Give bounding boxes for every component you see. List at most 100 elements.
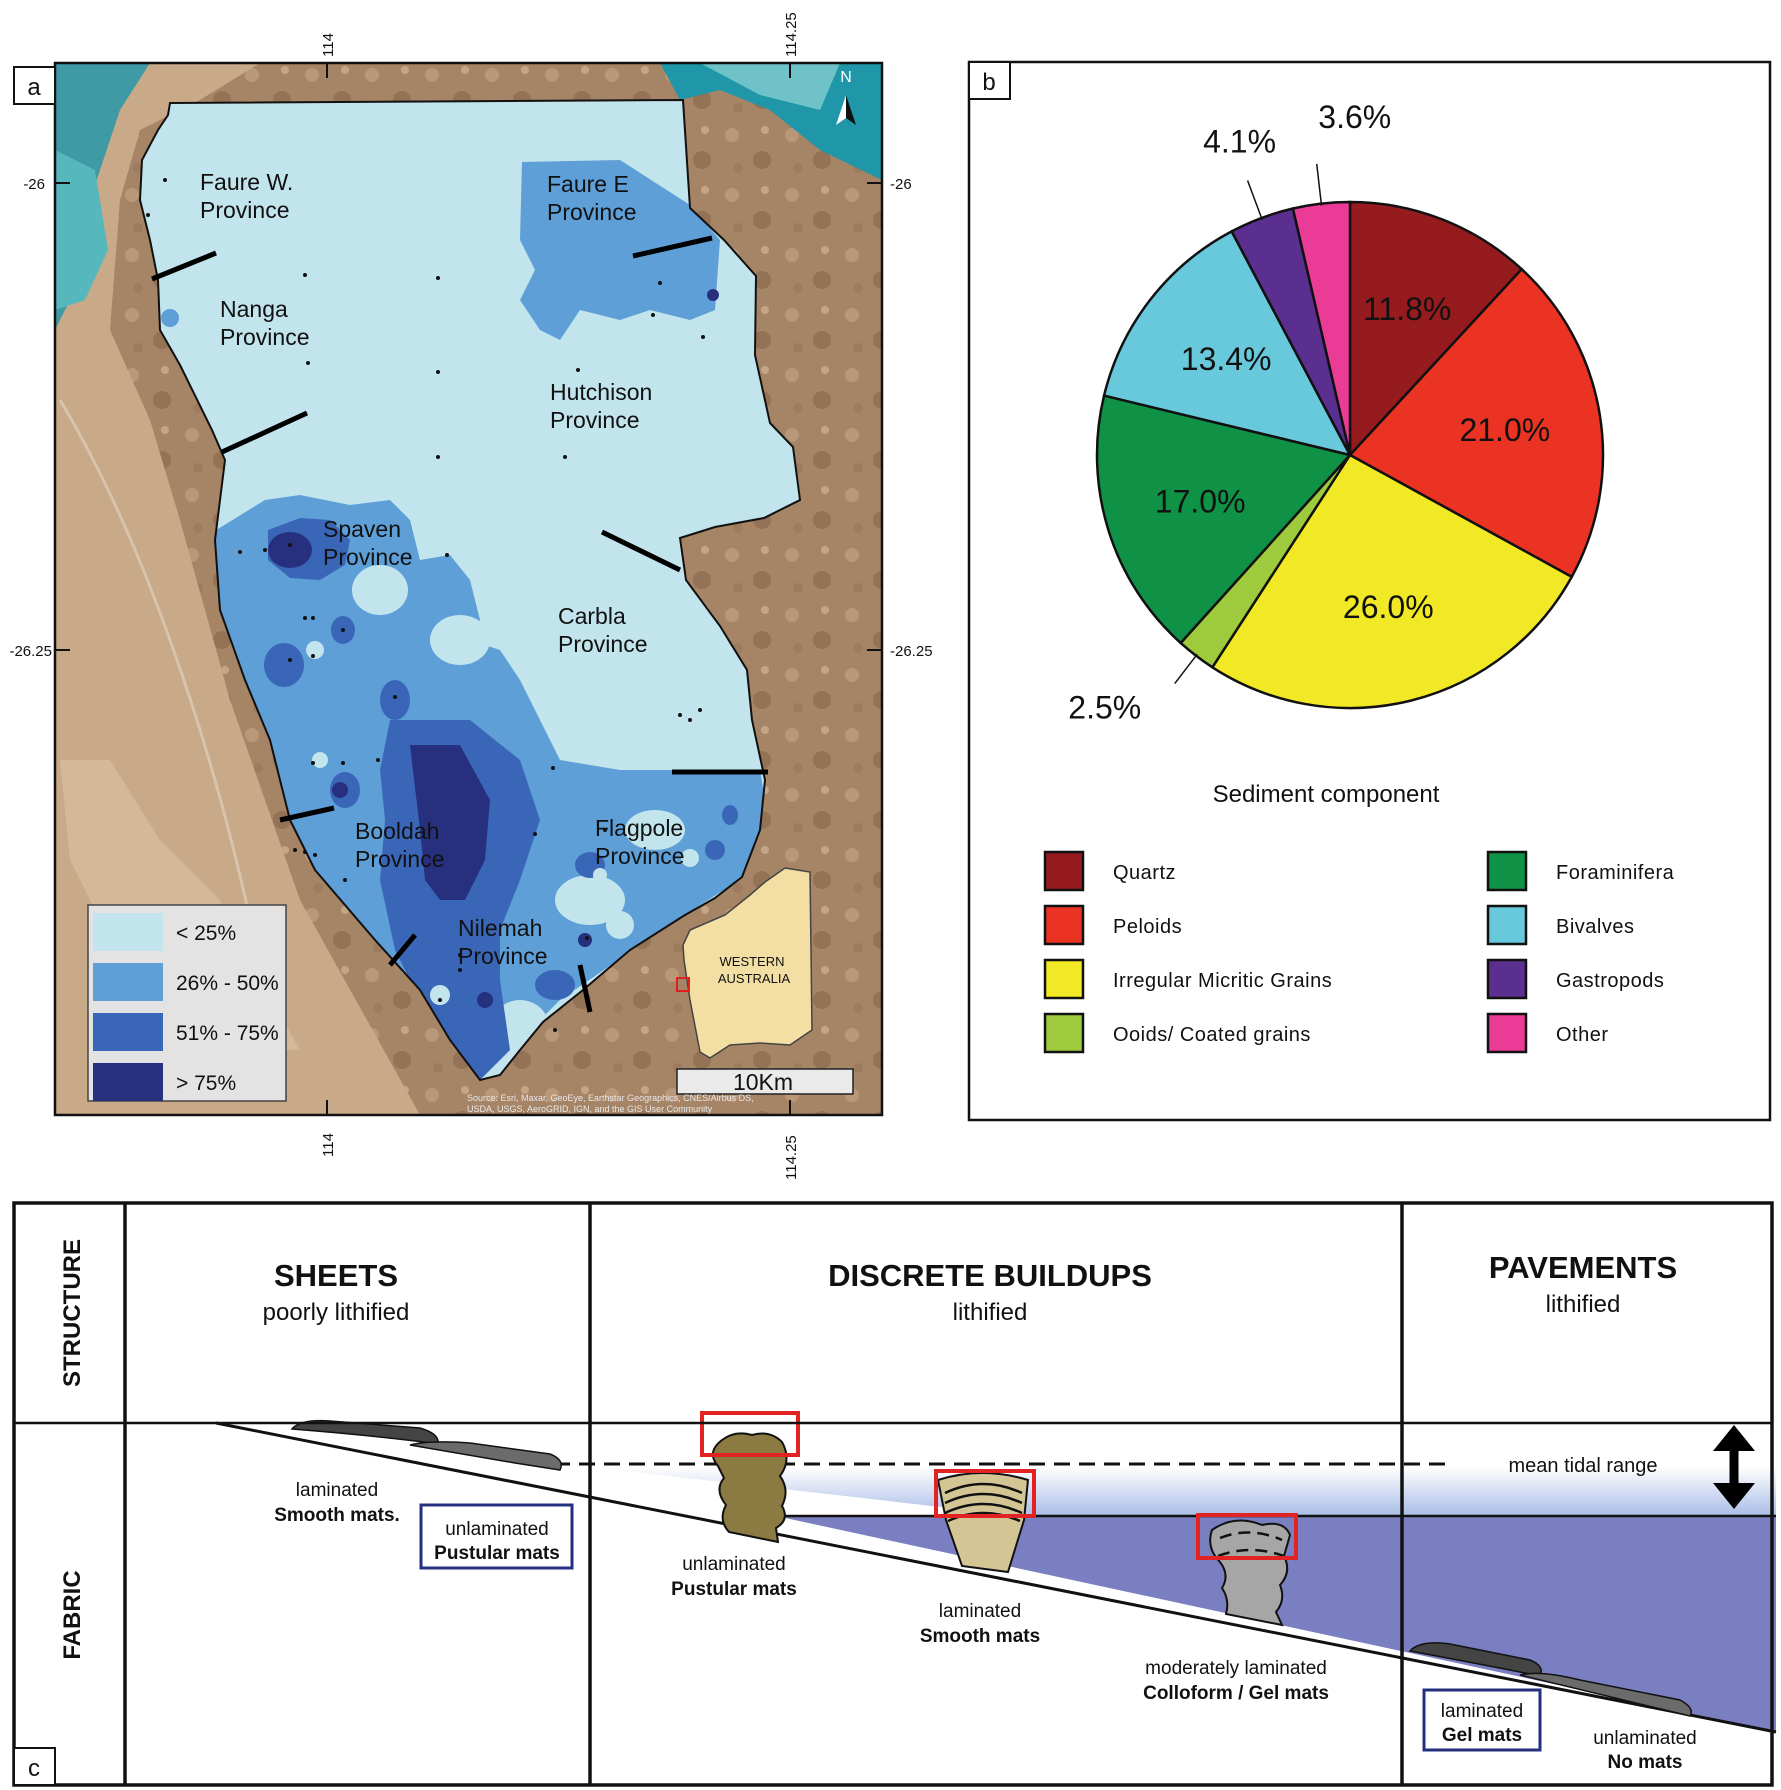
legend-swatch-irregular-micritic-grains — [1043, 958, 1085, 1000]
inset-map: WESTERN AUSTRALIA — [676, 867, 813, 1059]
svg-text:-26.25: -26.25 — [9, 643, 52, 660]
column-title-sheets: SHEETS — [274, 1258, 398, 1293]
legend-label-peloids: Peloids — [1113, 916, 1182, 938]
pustular-detail-box — [700, 1411, 800, 1457]
map-legend: < 25% 26% - 50% 51% - 75% > 75% — [87, 904, 287, 1102]
inset-label: WESTERN AUSTRALIA — [718, 954, 791, 986]
legend-swatch-peloids — [1043, 904, 1085, 946]
svg-text:-26.25: -26.25 — [890, 643, 933, 660]
pie-slice-peloids — [1347, 267, 1605, 579]
row-label-structure: STRUCTURE — [59, 1239, 86, 1387]
fabric-5-line1: moderately laminated — [1145, 1658, 1327, 1679]
province-boundaries — [151, 235, 768, 1013]
dashed-laminae-icon — [1217, 1531, 1285, 1558]
pie-value-label-ooids-coated-grains: 2.5% — [1068, 690, 1141, 726]
province-labels: Faure W. Province Faure E Province Nanga Pr… — [200, 169, 684, 969]
embayment-outline — [138, 98, 802, 1082]
legend-label-26-50: 26% - 50% — [176, 972, 279, 995]
pie-slice-bivalves — [1102, 229, 1353, 457]
panel-label-a: a — [27, 74, 41, 101]
panel-label-b-box — [968, 61, 1011, 100]
province-label-flagpole: Flagpole Province — [595, 815, 684, 869]
map-credit-line-1: Source: Esri, Maxar, GeoEye, Earthstar G… — [467, 1093, 754, 1103]
column-sub-pavements: lithified — [1546, 1291, 1621, 1318]
legend-label-bivalves: Bivalves — [1556, 916, 1634, 938]
map-panel: Faure W. Province Faure E Province Nanga Pr… — [9, 12, 932, 1180]
province-label-faure-w: Faure W. Province — [200, 169, 293, 223]
inset-location-marker — [676, 977, 690, 992]
pie-value-label-foraminifera: 17.0% — [1155, 483, 1246, 519]
gel-mat-pavement-2 — [1519, 1672, 1692, 1717]
panel-label-b: b — [982, 69, 995, 96]
fabric-6-line2: Gel mats — [1442, 1725, 1522, 1746]
colloform-detail-box — [1196, 1513, 1298, 1560]
column-title-discrete-buildups: DISCRETE BUILDUPS — [828, 1258, 1152, 1293]
fabric-3-line1: unlaminated — [682, 1554, 786, 1575]
legend-swatch-gt75 — [93, 1063, 163, 1101]
svg-text:N: N — [840, 69, 852, 86]
legend-swatch-51-75 — [93, 1013, 163, 1051]
province-label-nanga: Nanga Province — [220, 296, 309, 350]
map-frame — [53, 61, 884, 1117]
tidal-range-arrow-icon — [1713, 1425, 1755, 1509]
gel-mat-pavement-1 — [1408, 1642, 1542, 1677]
north-arrow-icon: N — [836, 69, 856, 125]
smooth-mat-sheet-1 — [290, 1419, 439, 1445]
fabric-7-line2: No mats — [1608, 1752, 1683, 1773]
fabric-4-line2: Smooth mats — [920, 1626, 1040, 1647]
legend-swatch-foraminifera — [1486, 850, 1528, 892]
province-label-spaven: Spaven Province — [323, 516, 412, 570]
province-label-hutchison: Hutchison Province — [550, 379, 652, 433]
legend-swatch-other — [1486, 1012, 1528, 1054]
legend-swatch-bivalves — [1486, 904, 1528, 946]
pie-legend: Quartz Peloids Irregular Micritic Grains Oo… — [1043, 850, 1675, 1054]
map-tick-labels: 114 114.25 114 114.25 -26 -26 -26.25 -26… — [9, 12, 932, 1180]
province-label-nilemah: Nilemah Province — [458, 915, 547, 969]
laminae-icon — [944, 1482, 1023, 1523]
fabric-1-line2: Smooth mats. — [274, 1505, 400, 1526]
pie-slice-quartz — [1348, 200, 1524, 459]
pie-labels: 11.8% 21.0% 26.0% 2.5% 17.0% 13.4% 4.1% 3.6% — [1068, 99, 1550, 726]
sample-points — [146, 178, 705, 1032]
pie-value-label-gastropods: 4.1% — [1203, 123, 1276, 159]
legend-label-other: Other — [1556, 1024, 1609, 1046]
legend-label-51-75: 51% - 75% — [176, 1022, 279, 1045]
tidal-range-label: mean tidal range — [1509, 1455, 1658, 1477]
fabric-6-box — [1422, 1688, 1542, 1752]
legend-swatch-ooids-coated-grains — [1043, 1012, 1085, 1054]
smooth-mat-sheet-2 — [409, 1441, 562, 1471]
svg-text:-26: -26 — [23, 176, 45, 193]
svg-text:114: 114 — [320, 1133, 337, 1157]
row-label-fabric: FABRIC — [59, 1570, 86, 1659]
panel-label-c: c — [28, 1755, 40, 1782]
fabric-4-line1: laminated — [939, 1601, 1021, 1622]
legend-swatch-quartz — [1043, 850, 1085, 892]
legend-label-quartz: Quartz — [1113, 862, 1176, 884]
map-credit-line-2: USDA, USGS, AeroGRID, IGN, and the GIS U… — [467, 1104, 713, 1114]
fabric-7-line1: unlaminated — [1593, 1728, 1697, 1749]
legend-label-gt75: > 75% — [176, 1072, 236, 1095]
legend-label-foraminifera: Foraminifera — [1556, 862, 1675, 884]
pie-value-label-quartz: 11.8% — [1363, 291, 1451, 327]
legend-label-irregular-micritic-grains: Irregular Micritic Grains — [1113, 970, 1332, 992]
legend-swatch-gastropods — [1486, 958, 1528, 1000]
column-sub-discrete-buildups: lithified — [953, 1299, 1028, 1326]
sea-floor — [215, 1421, 1777, 1734]
fabric-2-line2: Pustular mats — [434, 1543, 560, 1564]
colloform-buildup — [1209, 1519, 1292, 1627]
pie-leader-gastropods — [1246, 180, 1263, 221]
pie-value-label-bivalves: 13.4% — [1181, 341, 1272, 377]
province-label-carbla: Carbla Province — [558, 603, 647, 657]
pie-value-label-peloids: 21.0% — [1459, 412, 1550, 448]
pustular-buildup — [711, 1432, 788, 1544]
scale-bar: 10Km — [676, 1068, 854, 1095]
pie-slice-irregular-micritic-grains — [1210, 453, 1574, 710]
province-label-booldah: Booldah Province — [355, 818, 444, 872]
fabric-labels: laminated Smooth mats. unlaminated Pustu… — [274, 1480, 1697, 1773]
diagram-grid — [12, 1201, 1774, 1787]
legend-label-ooids-coated-grains: Ooids/ Coated grains — [1113, 1024, 1311, 1046]
fabric-5-line2: Colloform / Gel mats — [1143, 1683, 1329, 1704]
smooth-detail-box — [934, 1469, 1036, 1518]
pie-slices — [1095, 200, 1605, 710]
